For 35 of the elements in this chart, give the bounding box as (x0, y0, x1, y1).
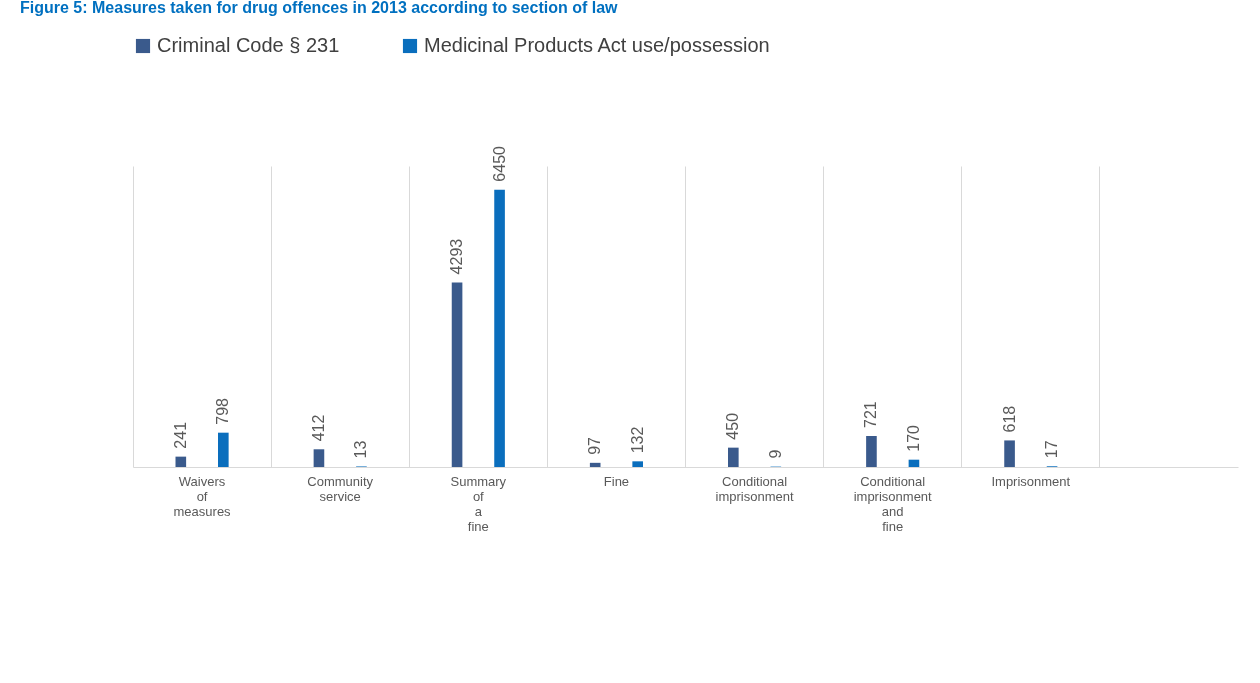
data-label: 132 (628, 426, 646, 454)
bar (218, 432, 229, 467)
data-label: 798 (214, 397, 232, 425)
legend-label: Medicinal Products Act use/possession (424, 34, 770, 56)
x-tick-label: Fine (603, 473, 630, 489)
bar (866, 436, 877, 467)
x-tick-label: Conditional imprisonment (715, 473, 794, 504)
bar (589, 462, 601, 467)
x-tick-label: Imprisonment (991, 473, 1071, 489)
data-label: 412 (309, 414, 327, 442)
x-tick-label: Summary of a fine (450, 473, 507, 534)
bar (313, 449, 325, 467)
bar (494, 189, 505, 467)
data-label: 17 (1043, 440, 1061, 459)
data-label: 241 (171, 421, 189, 449)
x-tick-label: Community service (307, 473, 374, 504)
data-label: 13 (352, 440, 370, 459)
x-tick-label: Waivers of measures (173, 473, 232, 519)
x-tick-label: Conditional imprisonment and fine (853, 473, 933, 534)
data-label: 9 (766, 449, 784, 459)
legend-label: Criminal Code § 231 (157, 34, 340, 56)
data-label: 4293 (448, 238, 466, 275)
bar (632, 461, 643, 467)
bar (451, 282, 463, 467)
bar (728, 447, 739, 467)
data-label: 721 (862, 401, 880, 428)
chart-title: Figure 5: Measures taken for drug offences in 2013 according to section of law (20, 0, 619, 16)
data-label: 170 (904, 424, 922, 452)
bar (908, 459, 920, 467)
data-label: 6450 (490, 145, 508, 182)
bar (1004, 440, 1015, 467)
data-label: 97 (586, 436, 604, 455)
data-label: 450 (724, 412, 742, 440)
bar (175, 456, 187, 467)
data-label: 618 (1000, 405, 1018, 433)
